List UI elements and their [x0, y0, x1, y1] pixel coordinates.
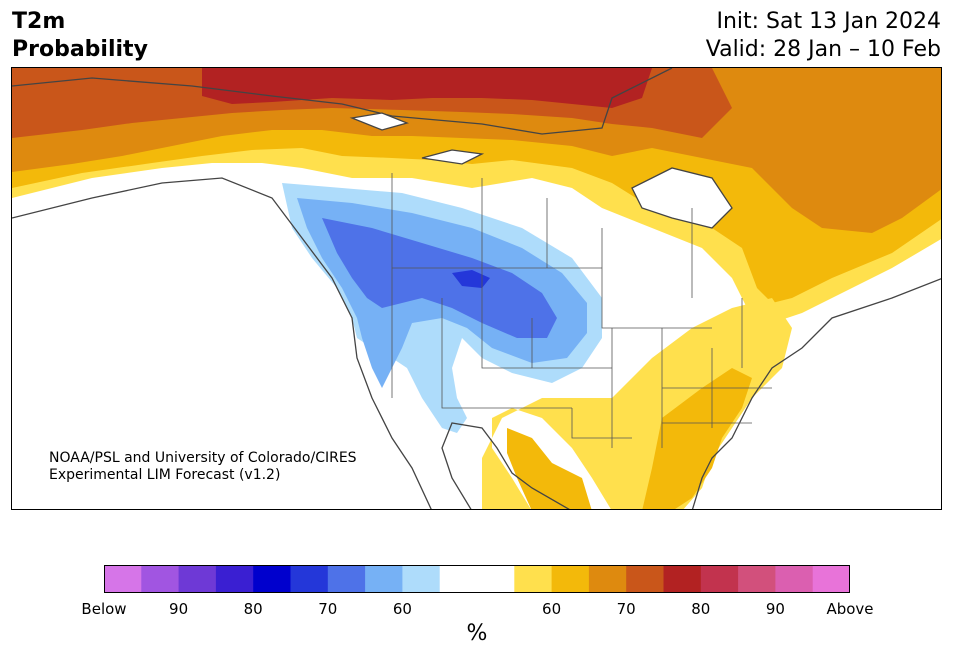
- state-borders: [391, 173, 772, 448]
- above-65-southeast: [642, 368, 752, 509]
- colorbar-tick-label: 70: [616, 600, 636, 618]
- credit-text: NOAA/PSL and University of Colorado/CIRE…: [49, 450, 357, 484]
- colorbar-tick-label: 60: [542, 600, 562, 618]
- colorbar-tick-label: 70: [318, 600, 338, 618]
- below-65: [322, 218, 557, 338]
- colorbar-swatch: [775, 565, 814, 593]
- credit-line-2: Experimental LIM Forecast (v1.2): [49, 467, 281, 483]
- colorbar-swatch: [738, 565, 776, 593]
- title-line-1: T2m: [12, 9, 66, 34]
- colorbar-swatch: [178, 565, 217, 593]
- colorbar-swatch: [104, 565, 142, 593]
- map-title: T2m Probability: [12, 8, 148, 64]
- colorbar-swatch: [253, 565, 291, 593]
- colorbar-swatch: [812, 565, 850, 593]
- below-75: [452, 270, 490, 288]
- colorbar-swatch: [215, 565, 254, 593]
- colorbar-swatch: [514, 565, 553, 593]
- colorbar-swatch: [477, 565, 515, 593]
- colorbar-swatch: [141, 565, 180, 593]
- colorbar-swatch: [290, 565, 329, 593]
- colorbar-swatch: [663, 565, 702, 593]
- coastlines: [12, 68, 941, 509]
- probability-map: [11, 67, 942, 510]
- forecast-dates: Init: Sat 13 Jan 2024 Valid: 28 Jan – 10…: [706, 8, 941, 64]
- colorbar-tick-label: Above: [826, 600, 874, 618]
- above-80-north: [202, 68, 652, 108]
- colorbar-tick-label: Below: [81, 600, 127, 618]
- colorbar-tick-label: 80: [243, 600, 263, 618]
- colorbar-swatch: [439, 565, 478, 593]
- colorbar-swatch: [365, 565, 403, 593]
- colorbar-swatch: [402, 565, 441, 593]
- colorbar-swatches: [104, 565, 850, 593]
- colorbar-tick-label: 80: [691, 600, 711, 618]
- colorbar-tick-label: 60: [392, 600, 412, 618]
- colorbar-tick-label: 90: [169, 600, 189, 618]
- above-60-southeast: [482, 298, 792, 509]
- init-date: Init: Sat 13 Jan 2024: [716, 9, 941, 34]
- title-line-2: Probability: [12, 37, 148, 62]
- colorbar-swatch: [626, 565, 664, 593]
- colorbar: [104, 565, 850, 593]
- colorbar-unit: %: [466, 621, 488, 646]
- colorbar-swatch: [588, 565, 627, 593]
- map-canvas: [12, 68, 941, 509]
- colorbar-swatch: [327, 565, 366, 593]
- credit-line-1: NOAA/PSL and University of Colorado/CIRE…: [49, 450, 357, 466]
- colorbar-swatch: [700, 565, 739, 593]
- colorbar-tick-label: 90: [765, 600, 785, 618]
- colorbar-border: [104, 565, 850, 593]
- colorbar-swatch: [551, 565, 590, 593]
- valid-range: Valid: 28 Jan – 10 Feb: [705, 37, 941, 62]
- above-65-mexico: [507, 428, 592, 509]
